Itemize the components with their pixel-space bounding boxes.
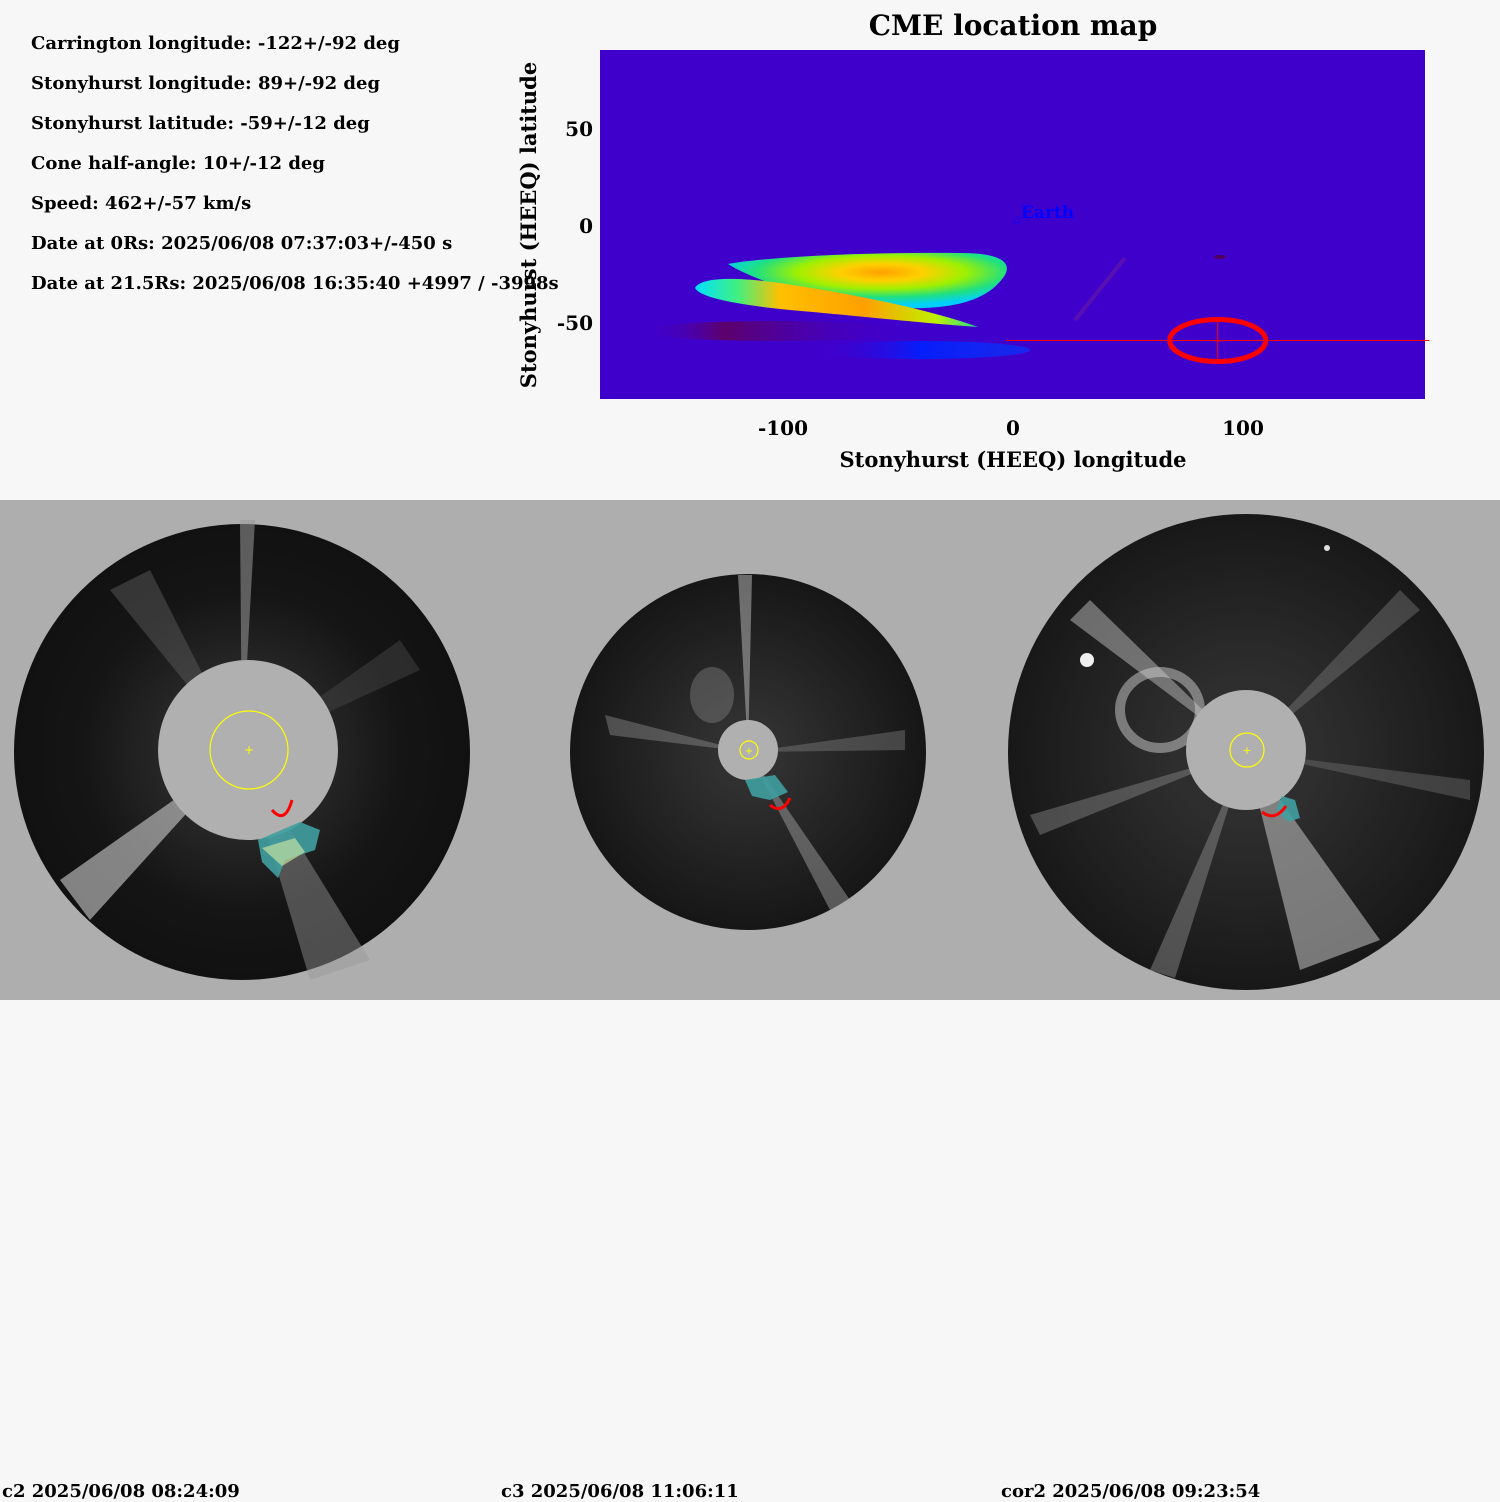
y-tick-label: 50: [565, 117, 593, 141]
c3-streamer: [738, 575, 752, 752]
param-stonyhurst-latitude: Stonyhurst latitude: -59+/-12 deg: [31, 113, 370, 134]
x-axis-label: Stonyhurst (HEEQ) longitude: [839, 447, 1186, 472]
density-blob-upper: [728, 252, 1007, 309]
x-tick-label: 100: [1222, 416, 1264, 440]
coronagraph-images: + +: [14, 514, 1484, 990]
cor2-coronagraph-image: +: [1008, 514, 1484, 990]
cme-fit-center-marker: +: [1213, 334, 1222, 347]
density-faint-streak: [1073, 256, 1127, 322]
density-blue-streak: [810, 341, 1030, 359]
c3-streamer: [605, 715, 748, 752]
c2-coronagraph-image: +: [14, 520, 470, 980]
c3-loop-feature: [690, 667, 734, 723]
earth-marker: △: [1013, 214, 1021, 225]
param-carrington-longitude: Carrington longitude: -122+/-92 deg: [31, 33, 400, 54]
top-panel: Carrington longitude: -122+/-92 deg Ston…: [0, 0, 1500, 500]
param-cone-half-angle: Cone half-angle: 10+/-12 deg: [31, 153, 325, 174]
chart-title: CME location map: [869, 9, 1158, 42]
density-blob-lower: [695, 278, 978, 327]
cor2-bright-spot: [1080, 653, 1094, 667]
cme-fit-cone-outline: [1167, 316, 1269, 364]
c3-occulter: [718, 720, 778, 780]
c2-caption: c2 2025/06/08 08:24:09: [2, 1481, 240, 1502]
c3-sun-limb: [739, 740, 759, 760]
cor2-occulter: [1186, 690, 1306, 810]
y-tick-label: -50: [557, 311, 593, 335]
y-axis-label: Stonyhurst (HEEQ) latitude: [516, 62, 541, 388]
c3-sun-center-marker: +: [745, 746, 753, 757]
c2-cme-mask-detail: [262, 838, 305, 866]
param-stonyhurst-longitude: Stonyhurst longitude: 89+/-92 deg: [31, 73, 381, 94]
earth-label: Earth: [1021, 203, 1074, 223]
axes: -100 0 100 50 0 -50: [557, 117, 1264, 440]
overlay: △ Earth +: [1006, 203, 1430, 364]
param-date-21rs: Date at 21.5Rs: 2025/06/08 16:35:40 +499…: [31, 273, 559, 294]
x-tick-label: -100: [758, 416, 808, 440]
cor2-bright-spot: [1324, 545, 1330, 551]
cor2-cme-loop: [1115, 667, 1205, 753]
param-date-0rs: Date at 0Rs: 2025/06/08 07:37:03+/-450 s: [31, 233, 453, 254]
y-tick-label: 0: [579, 214, 593, 238]
cor2-cme-mask: [1276, 796, 1300, 822]
cor2-sun-center-marker: +: [1242, 744, 1251, 757]
c2-occulter: [158, 660, 338, 840]
param-speed: Speed: 462+/-57 km/s: [31, 193, 252, 214]
cor2-caption: cor2 2025/06/08 09:23:54: [1001, 1481, 1261, 1502]
c3-streamer: [748, 730, 905, 752]
c3-coronagraph-image: +: [570, 574, 926, 930]
c3-cme-fit-arc: [769, 797, 792, 811]
c2-cme-fit-arc: [270, 799, 294, 818]
cor2-sun-limb: [1229, 732, 1265, 768]
cor2-cme-fit-arc: [1261, 805, 1288, 818]
c2-sun-limb: [209, 710, 289, 790]
c2-sun-center-marker: +: [244, 743, 254, 757]
cor2-streamer: [1150, 752, 1246, 978]
coronagraph-panel: + +: [0, 500, 1500, 1502]
density-speck: [1214, 255, 1226, 259]
x-tick-label: 0: [1006, 416, 1020, 440]
c3-caption: c3 2025/06/08 11:06:11: [501, 1481, 739, 1502]
c3-cme-mask: [745, 775, 788, 800]
density-dark-streak: [640, 321, 920, 341]
